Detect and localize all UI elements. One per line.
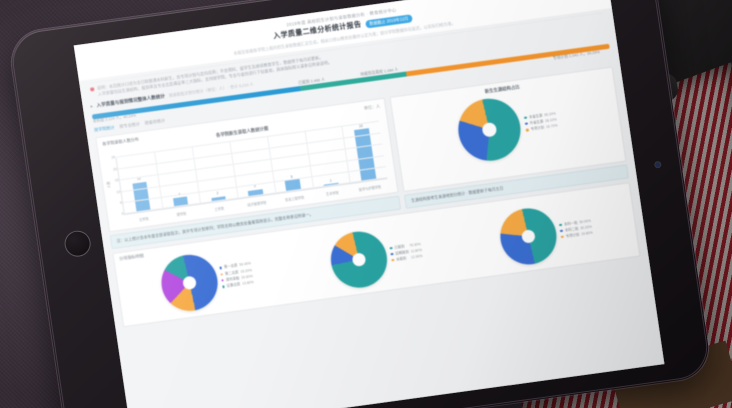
donut-hole [181,275,197,290]
legend-label: 专项计划 [530,125,545,132]
legend-color-dot [560,229,564,233]
legend-color-dot [219,266,223,270]
donut-chart-volunteer[interactable] [157,251,222,315]
legend-value: 12.90% [410,253,423,260]
y-axis-tick: 25 [111,155,116,161]
legend-value: 30.20% [580,224,593,230]
legend-color-dot [525,122,529,126]
donut-hole [521,228,537,244]
donut-chart-batch[interactable] [497,204,561,268]
legend-label: 专项计划 [565,232,580,239]
donut-legend-batch: 本科一批 50.00% 本科二批 30.20% 专项计划 19.80% [559,218,593,241]
tablet-device: 2019年度 高校招生计划与录取数据分析 · 教育统计中心 入学质量二维分析统计… [7,0,713,408]
bar-panel-header-right: 单位：人 [363,103,381,111]
x-axis-tick: 文学院 [138,216,149,223]
x-axis-tick: 医学与护理学院 [358,185,382,193]
tab-by-major[interactable]: 按专业统计 [119,121,141,130]
bar-value-label: 2 [216,191,219,196]
bar-value-label: 1 [329,178,332,183]
tab-by-province[interactable]: 按省份统计 [144,118,166,126]
x-axis-tick: 经济管理学院 [247,200,267,208]
legend-color-dot [389,246,393,250]
legend-color-dot [524,116,528,120]
tab-by-college[interactable]: 按学院统计 [93,125,115,133]
donut-legend-report: 已报到 75.30% 延期报到 11.80% 未报到 12.90% [389,241,424,265]
legend-color-dot [561,235,565,239]
legend-color-dot [525,128,529,132]
legend-value: 50.00% [579,218,592,224]
legend-value: 75.30% [408,241,421,248]
legend-label: 征集志愿 [226,281,241,288]
legend-color-dot [390,252,394,256]
legend-color-dot [391,258,395,262]
legend-value: 11.80% [410,247,423,254]
donut-chart-report[interactable] [327,227,392,291]
legend-value: 16.70% [545,123,558,130]
legend-value: 55.20% [543,111,556,117]
donut-chart-source[interactable] [454,94,525,165]
legend-value: 13.80% [241,280,254,286]
y-axis-tick: 20 [112,167,118,172]
legend-color-dot [220,272,224,276]
donut-legend-volunteer: 第一志愿 50.40% 第二志愿 15.20% 调剂录取 20.60% 征集志愿 13.80% [219,262,254,291]
legend-value: 50.40% [239,261,252,268]
legend-value: 28.10% [544,117,557,123]
legend-value: 20.60% [241,274,253,280]
y-axis-tick: 15 [114,178,119,183]
x-axis-tick: 工学院 [214,206,225,212]
legend-value: 19.80% [580,230,593,237]
y-axis-tick: 0 [121,212,124,217]
y-axis-tick: 10 [116,189,121,195]
donut-hole [351,252,367,267]
x-axis-tick: 信息工程学院 [284,195,305,203]
legend-color-dot [222,285,226,289]
bar-chart-ylabel: 人数 [106,180,111,189]
x-axis-tick: 理学院 [176,211,187,218]
legend-color-dot [559,223,563,227]
legend-label: 未报到 [395,256,407,262]
y-axis-tick: 5 [119,201,123,206]
tablet-screen: 2019年度 高校招生计划与录取数据分析 · 教育统计中心 入学质量二维分析统计… [73,0,665,408]
warning-icon [89,86,95,92]
donut-legend-source: 本省生源 55.20% 外省生源 28.10% 专项计划 16.70% [524,111,558,134]
legend-color-dot [221,278,225,282]
donut-hole [481,121,498,138]
legend-value: 15.20% [240,267,253,274]
dashboard-page: 2019年度 高校招生计划与录取数据分析 · 教育统计中心 入学质量二维分析统计… [73,0,665,408]
x-axis-tick: 艺术学院 [325,190,339,197]
